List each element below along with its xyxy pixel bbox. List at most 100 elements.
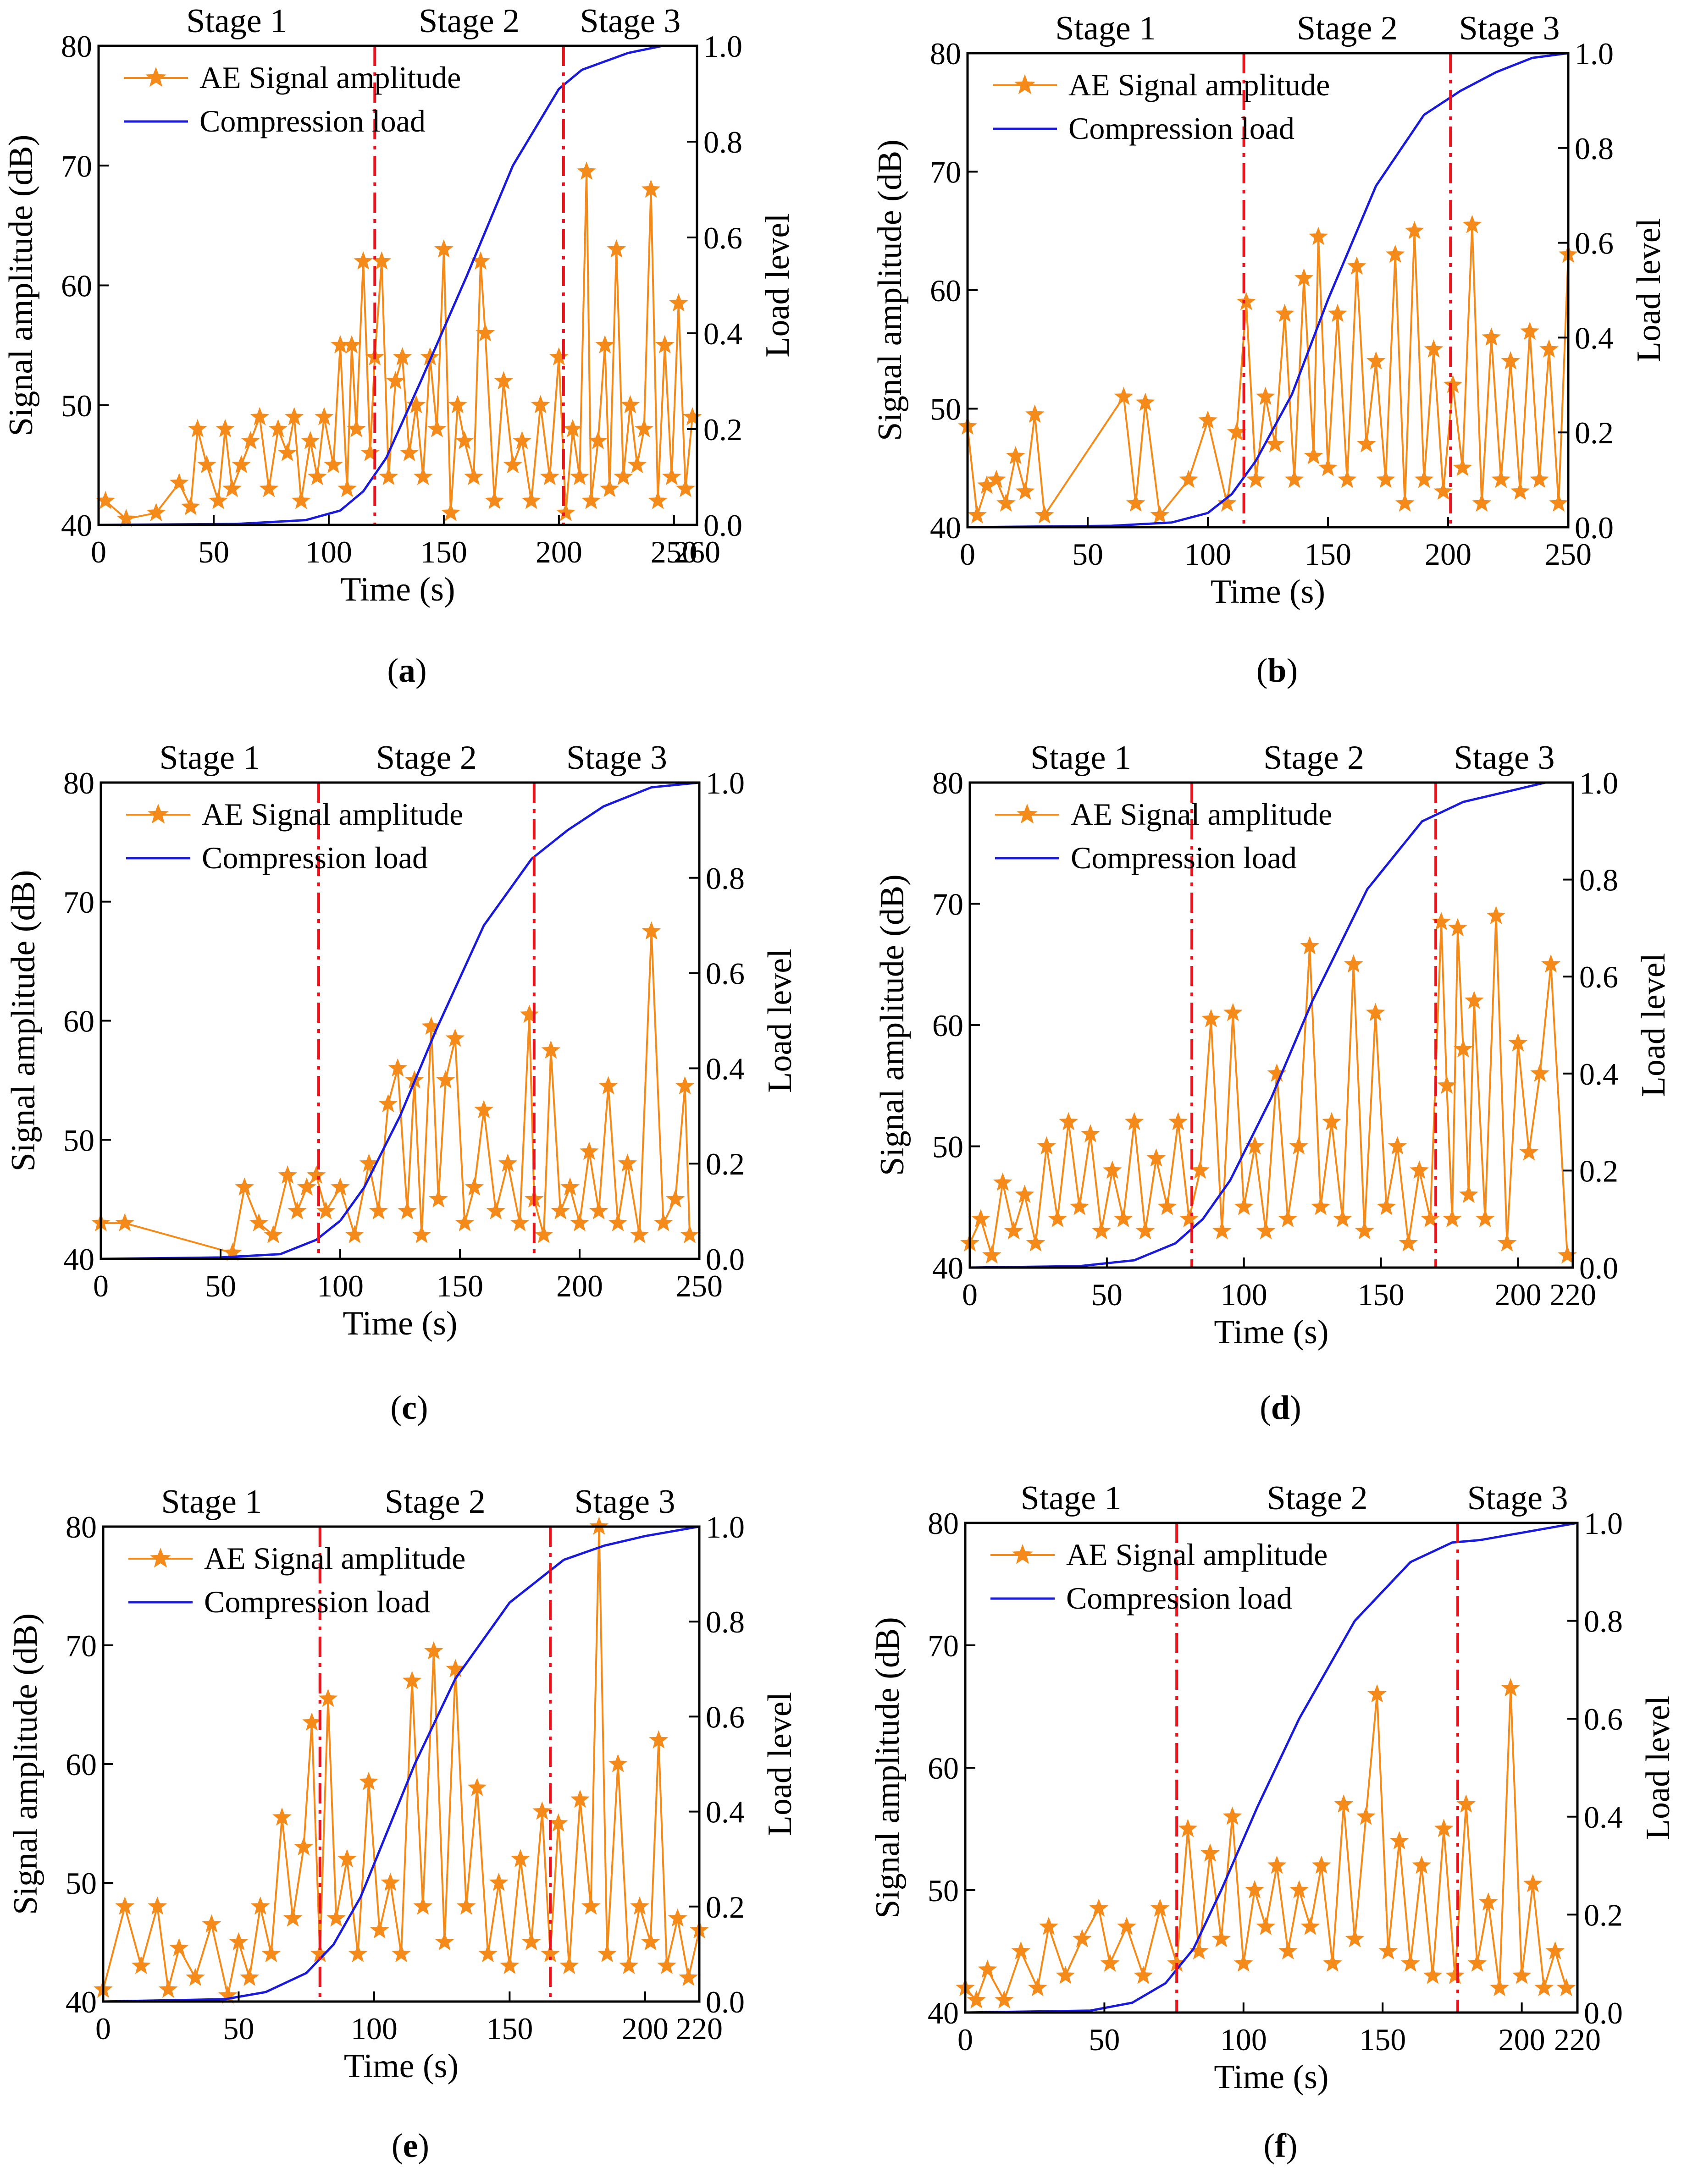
ae-signal-point	[342, 335, 361, 353]
panel-c: 0 50 100 150 200 250 40 50 60 70 80 0.0 0.2 0.4 0.6 0.8…	[5, 739, 799, 1427]
ae-signal-point	[476, 323, 495, 342]
y-right-tick-label: 0.8	[703, 125, 742, 160]
ae-signal-point	[1345, 1929, 1365, 1947]
legend-load-label: Compression load	[202, 840, 428, 875]
x-tick-label: 100	[351, 2011, 398, 2046]
compression-load-line	[970, 783, 1573, 1268]
legend-load-label: Compression load	[204, 1584, 430, 1619]
ae-signal-point	[675, 1076, 695, 1095]
ae-signal-point	[1246, 469, 1266, 488]
ae-signal-point	[1034, 505, 1054, 524]
ae-signal-point	[1134, 1965, 1153, 1984]
stage-label: Stage 3	[1459, 10, 1560, 47]
ae-signal-point	[498, 1153, 518, 1172]
ae-signal-point	[315, 407, 334, 425]
ae-signal-point	[1227, 422, 1246, 441]
ae-signal-point	[993, 1172, 1012, 1191]
ae-signal-point	[534, 1225, 553, 1243]
ae-signal-point	[446, 1659, 465, 1677]
ae-signal-point	[580, 1142, 599, 1160]
ae-signal-point	[982, 1245, 1001, 1264]
x-axis-title: Time (s)	[1214, 1313, 1328, 1351]
ae-signal-point	[618, 1153, 637, 1172]
ae-signal-point	[1356, 434, 1376, 452]
ae-signal-point	[549, 347, 569, 365]
ae-signal-point	[521, 491, 541, 509]
y-left-tick-label: 60	[61, 269, 92, 303]
y-left-tick-label: 70	[932, 887, 963, 922]
ae-signal-point	[455, 1213, 475, 1231]
y-left-tick-label: 80	[928, 1506, 959, 1541]
ae-signal-point	[1146, 1148, 1166, 1167]
panel-label-close: )	[1290, 1389, 1301, 1427]
ae-signal-point	[1490, 1978, 1509, 1996]
ae-signal-point	[1211, 1929, 1231, 1947]
ae-signal-point	[259, 479, 279, 497]
legend-ae-marker	[1014, 74, 1035, 94]
ae-signal-point	[318, 1688, 338, 1707]
ae-signal-point	[434, 239, 454, 258]
ae-signal-point	[1376, 469, 1395, 488]
ae-signal-point	[563, 419, 582, 437]
y-right-axis-title: Load level	[1630, 218, 1668, 362]
ae-signal-point	[146, 502, 166, 521]
ae-signal-point	[1389, 1831, 1409, 1849]
panel-label: (c)	[390, 1389, 428, 1427]
ae-signal-point	[186, 1968, 205, 1986]
y-left-tick-label: 40	[930, 510, 961, 545]
ae-signal-point	[278, 1165, 298, 1184]
x-tick-label: 100	[1220, 2022, 1267, 2057]
ae-signal-point	[399, 443, 419, 461]
ae-signal-point	[359, 1771, 378, 1790]
ae-signal-point	[577, 161, 596, 180]
y-left-tick-label: 40	[61, 508, 92, 543]
ae-signal-point	[1056, 1965, 1075, 1984]
ae-signal-point	[1189, 1941, 1209, 1960]
ae-signal-point	[987, 469, 1006, 488]
ae-signal-point	[1102, 1160, 1122, 1179]
ae-signal-point	[1267, 1063, 1287, 1082]
ae-signal-line	[965, 1688, 1567, 2003]
ae-signal-point	[653, 1213, 673, 1231]
x-tick-label: 250	[1545, 537, 1592, 572]
ae-signal-point	[1179, 1209, 1199, 1227]
x-tick-label: 0	[962, 1277, 978, 1312]
ae-signal-point	[570, 1213, 589, 1231]
ae-signal-point	[235, 1177, 254, 1196]
stage-label: Stage 3	[1467, 1479, 1568, 1517]
ae-signal-point	[589, 1201, 608, 1219]
ae-signal-point	[1549, 493, 1568, 512]
ae-signal-point	[1167, 1953, 1187, 1972]
ae-signal-point	[600, 479, 619, 497]
ae-signal-point	[1445, 1965, 1465, 1984]
ae-signal-point	[1541, 954, 1561, 973]
ae-signal-point	[1462, 215, 1482, 233]
ae-signal-point	[630, 1896, 649, 1915]
legend-load-label: Compression load	[1068, 111, 1294, 146]
y-right-tick-label: 0.2	[703, 412, 742, 447]
ae-signal-point	[158, 1980, 178, 1998]
ae-signal-point	[1486, 906, 1506, 924]
y-right-tick-label: 1.0	[703, 29, 742, 64]
panel-label-open: (	[390, 1389, 402, 1427]
ae-signal-point	[978, 1959, 997, 1978]
ae-signal-point	[657, 1956, 676, 1974]
ae-signal-point	[607, 239, 626, 258]
ae-signal-point	[1278, 1941, 1298, 1960]
ae-signal-point	[465, 1177, 484, 1196]
stage-label: Stage 2	[419, 2, 520, 40]
x-tick-label: 150	[437, 1268, 483, 1303]
ae-signal-point	[1534, 1978, 1554, 1996]
ae-signal-point	[669, 293, 688, 312]
stage-label: Stage 1	[1030, 739, 1131, 777]
y-right-tick-label: 0.0	[1575, 510, 1614, 545]
ae-signal-point	[1377, 1197, 1396, 1215]
ae-signal-point	[1265, 434, 1285, 452]
ae-signal-point	[683, 407, 702, 425]
x-tick-label: 0	[957, 2022, 973, 2057]
ae-signal-point	[1198, 410, 1217, 429]
ae-signal-point	[1367, 1684, 1387, 1703]
ae-signal-point	[1233, 1953, 1253, 1972]
ae-signal-point	[1150, 1898, 1170, 1917]
